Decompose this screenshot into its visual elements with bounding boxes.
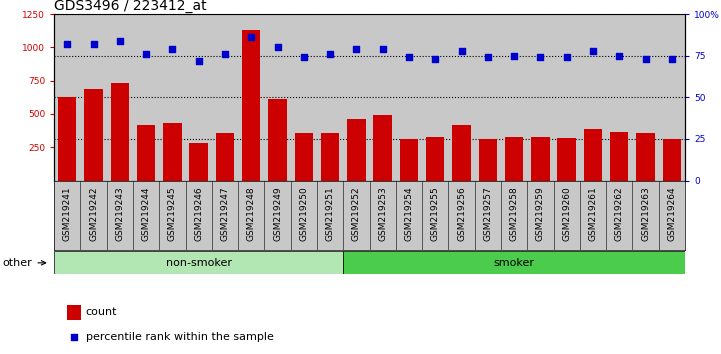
Bar <box>557 138 576 181</box>
Bar <box>348 119 366 181</box>
Text: GSM219247: GSM219247 <box>221 186 229 241</box>
Text: GSM219245: GSM219245 <box>168 186 177 241</box>
Bar <box>531 137 549 181</box>
Point <box>587 48 598 53</box>
Bar <box>54 251 343 274</box>
Bar <box>66 305 81 320</box>
Text: GSM219259: GSM219259 <box>536 186 545 241</box>
Bar <box>137 125 155 181</box>
Point <box>350 46 362 52</box>
Text: GSM219260: GSM219260 <box>562 186 571 241</box>
Point <box>430 56 441 62</box>
Bar <box>84 89 102 181</box>
Bar <box>242 30 260 181</box>
Point <box>68 334 79 340</box>
Text: GSM219250: GSM219250 <box>299 186 309 241</box>
Text: GDS3496 / 223412_at: GDS3496 / 223412_at <box>54 0 207 13</box>
Text: GSM219252: GSM219252 <box>352 186 361 241</box>
Point <box>534 55 546 60</box>
Bar <box>373 115 392 181</box>
Bar <box>479 139 497 181</box>
Bar <box>426 137 444 181</box>
Text: GSM219246: GSM219246 <box>194 186 203 241</box>
Text: GSM219256: GSM219256 <box>457 186 466 241</box>
Text: GSM219258: GSM219258 <box>510 186 518 241</box>
Point <box>508 53 520 58</box>
Bar <box>268 99 287 181</box>
Point <box>640 56 651 62</box>
Text: GSM219257: GSM219257 <box>483 186 492 241</box>
Text: count: count <box>86 307 117 317</box>
Point <box>482 55 494 60</box>
Bar <box>110 84 129 181</box>
Text: GSM219251: GSM219251 <box>326 186 335 241</box>
Point <box>298 55 309 60</box>
Text: GSM219255: GSM219255 <box>430 186 440 241</box>
Text: GSM219248: GSM219248 <box>247 186 256 241</box>
Bar <box>663 139 681 181</box>
Point <box>456 48 467 53</box>
Bar <box>505 137 523 181</box>
Bar <box>399 139 418 181</box>
Bar <box>610 132 629 181</box>
Point <box>114 38 125 44</box>
Bar <box>321 133 340 181</box>
Point <box>614 53 625 58</box>
Bar <box>58 97 76 181</box>
Bar <box>637 133 655 181</box>
Point <box>219 51 231 57</box>
Point <box>272 45 283 50</box>
Point <box>666 56 678 62</box>
Text: GSM219262: GSM219262 <box>615 186 624 241</box>
Text: GSM219241: GSM219241 <box>63 186 71 241</box>
Bar <box>452 125 471 181</box>
Point <box>141 51 152 57</box>
Text: other: other <box>3 258 45 268</box>
Point <box>88 41 99 47</box>
Point <box>167 46 178 52</box>
Point <box>324 51 336 57</box>
Point <box>61 41 73 47</box>
Point <box>193 58 205 64</box>
Text: non-smoker: non-smoker <box>166 258 231 268</box>
Point <box>403 55 415 60</box>
Point <box>561 55 572 60</box>
Text: smoker: smoker <box>494 258 534 268</box>
Text: GSM219253: GSM219253 <box>378 186 387 241</box>
Text: GSM219261: GSM219261 <box>588 186 598 241</box>
Point <box>245 35 257 40</box>
Point <box>377 46 389 52</box>
Text: GSM219254: GSM219254 <box>404 186 413 241</box>
Text: GSM219249: GSM219249 <box>273 186 282 241</box>
Text: GSM219264: GSM219264 <box>668 186 676 241</box>
Bar <box>163 122 182 181</box>
Text: percentile rank within the sample: percentile rank within the sample <box>86 332 273 342</box>
Text: GSM219244: GSM219244 <box>141 186 151 241</box>
Bar <box>216 133 234 181</box>
Text: GSM219242: GSM219242 <box>89 186 98 241</box>
Text: GSM219263: GSM219263 <box>641 186 650 241</box>
Text: GSM219243: GSM219243 <box>115 186 124 241</box>
Bar <box>190 143 208 181</box>
Bar <box>584 129 602 181</box>
Bar <box>343 251 685 274</box>
Bar <box>295 133 313 181</box>
